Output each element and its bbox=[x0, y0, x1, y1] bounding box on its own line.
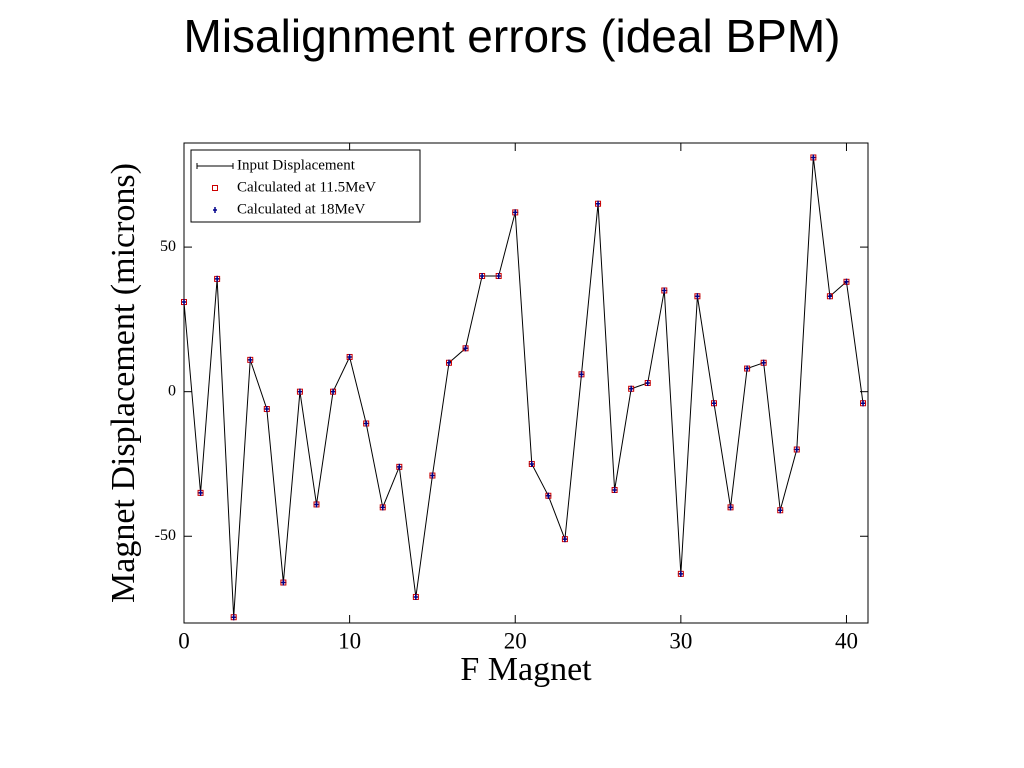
data-point bbox=[794, 446, 799, 453]
data-point bbox=[430, 472, 435, 479]
x-tick-label: 20 bbox=[504, 628, 527, 653]
data-point bbox=[264, 406, 269, 413]
data-point bbox=[844, 278, 849, 285]
data-point bbox=[596, 200, 601, 207]
data-point bbox=[182, 299, 186, 306]
data-point bbox=[778, 507, 783, 514]
data-point bbox=[811, 154, 816, 161]
data-point bbox=[629, 385, 634, 392]
data-point bbox=[397, 463, 402, 470]
data-point bbox=[562, 536, 567, 543]
data-point bbox=[761, 359, 766, 366]
data-point bbox=[695, 293, 700, 300]
data-point bbox=[446, 359, 451, 366]
legend-symbol bbox=[213, 207, 217, 213]
data-point bbox=[364, 420, 369, 427]
data-point bbox=[579, 371, 584, 378]
data-point bbox=[745, 365, 750, 372]
legend-box bbox=[190, 149, 421, 223]
data-point bbox=[314, 501, 319, 508]
data-point bbox=[496, 273, 501, 280]
data-point bbox=[297, 388, 302, 395]
data-point bbox=[513, 209, 518, 216]
data-point bbox=[678, 570, 683, 577]
data-point bbox=[546, 492, 551, 499]
data-point bbox=[331, 388, 336, 395]
data-point bbox=[347, 353, 352, 360]
y-axis-label: Magnet Displacement (microns) bbox=[105, 163, 142, 603]
data-point bbox=[463, 345, 468, 352]
y-tick-label: 50 bbox=[160, 238, 176, 255]
data-point bbox=[231, 614, 236, 621]
data-point bbox=[248, 356, 253, 363]
data-point bbox=[711, 400, 716, 407]
data-point bbox=[480, 273, 485, 280]
data-point bbox=[413, 593, 418, 600]
legend-label: Calculated at 18MeV bbox=[237, 201, 365, 217]
x-tick-label: 30 bbox=[669, 628, 692, 653]
slide-title: Misalignment errors (ideal BPM) bbox=[184, 10, 841, 62]
data-point bbox=[861, 400, 866, 407]
y-tick-label: 0 bbox=[168, 382, 176, 399]
data-point bbox=[827, 293, 832, 300]
data-point bbox=[281, 579, 286, 586]
x-tick-label: 40 bbox=[835, 628, 858, 653]
x-tick-label: 10 bbox=[338, 628, 361, 653]
y-tick-label: -50 bbox=[155, 527, 176, 544]
data-point bbox=[529, 460, 534, 467]
data-point bbox=[728, 504, 733, 511]
data-point bbox=[215, 275, 220, 282]
legend-symbol bbox=[196, 163, 234, 169]
x-axis-label: F Magnet bbox=[460, 651, 592, 688]
legend-label: Calculated at 11.5MeV bbox=[237, 179, 376, 195]
legend-label: Input Displacement bbox=[237, 157, 356, 173]
data-point bbox=[662, 287, 667, 294]
data-point bbox=[198, 489, 203, 496]
legend-symbol bbox=[212, 185, 218, 191]
x-tick-label: 0 bbox=[178, 628, 190, 653]
data-point bbox=[380, 504, 385, 511]
data-point bbox=[645, 380, 650, 386]
data-point bbox=[612, 486, 617, 493]
